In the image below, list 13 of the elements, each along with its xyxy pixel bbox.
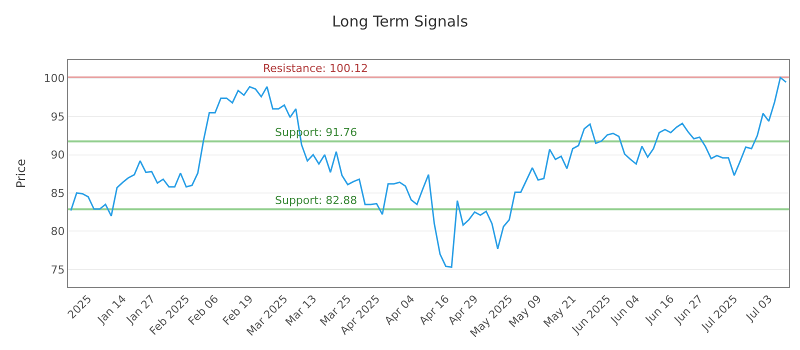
ref-line-label: Support: 82.88 [275, 194, 358, 207]
ref-line-label: Resistance: 100.12 [263, 62, 368, 75]
y-tick-label: 85 [50, 186, 65, 200]
y-axis-title: Price [14, 158, 28, 188]
y-tick-label: 80 [50, 225, 65, 238]
line-series [70, 76, 787, 268]
chart-title: Long Term Signals [332, 12, 468, 30]
y-tick-label: 100 [44, 72, 65, 86]
y-tick-label: 90 [50, 148, 65, 162]
x-tick-label: Apr 04 [382, 292, 418, 328]
y-tick-label: 95 [50, 110, 65, 124]
y-tick-label: 75 [50, 263, 65, 276]
x-tick-label: Jul 03 [743, 292, 775, 324]
